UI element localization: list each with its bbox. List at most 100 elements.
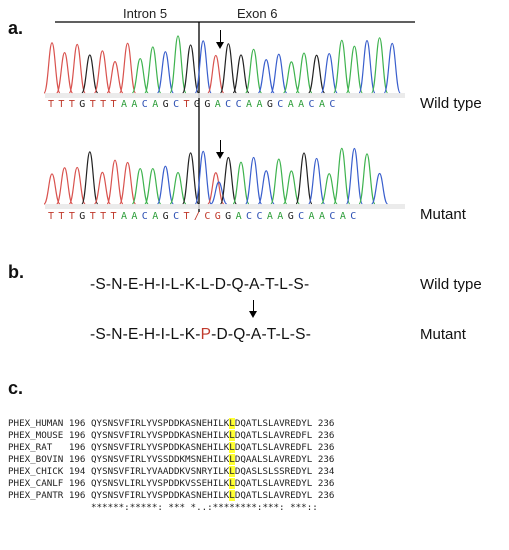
base-call: T (68, 99, 80, 110)
alignment-end: 236 (312, 442, 335, 453)
trace-peak (345, 147, 363, 205)
alignment-row: PHEX_BOVIN 196 QYSNSVFIRLYVSSDDKMSNEHILK… (8, 454, 334, 466)
alignment-name: PHEX_CANLF (8, 478, 69, 489)
base-call: G (193, 99, 205, 110)
alignment-post: DQAALSLAVREDYL (234, 454, 313, 465)
trace-peak (182, 44, 200, 94)
trace-peak (232, 161, 250, 205)
trace-peak (358, 153, 376, 205)
base-call: C (173, 211, 184, 222)
trace-peak (245, 156, 263, 205)
mutant-protein-before: -S-N-E-H-I-L-K- (90, 326, 201, 343)
protein-arrow-shaft (253, 300, 254, 312)
base-call: T (58, 99, 69, 110)
alignment-name: PHEX_PANTR (8, 490, 69, 501)
base-call: C (350, 211, 361, 222)
base-call: A (266, 211, 278, 222)
panel-a-mutant-label: Mutant (420, 206, 466, 223)
base-call: G (266, 99, 278, 110)
alignment-start: 196 (68, 490, 91, 501)
base-call: A (287, 99, 299, 110)
panel-c-label: c. (8, 378, 24, 398)
trace-peak (219, 43, 237, 94)
trace-peak (207, 172, 225, 205)
alignment-hl: L (229, 442, 235, 453)
trace-peak (257, 59, 275, 94)
trace-peak (383, 42, 401, 94)
alignment-name: PHEX_HUMAN (8, 418, 69, 429)
base-call: A (246, 99, 257, 110)
trace-peak (308, 157, 326, 205)
base-call: G (79, 99, 90, 110)
alignment-hl: L (229, 454, 235, 465)
alignment-row: PHEX_CHICK 194 QYSNSVFIRLYVAADDKVSNRYILK… (8, 466, 334, 478)
base-call: A (131, 99, 142, 110)
alignment-name: PHEX_BOVIN (8, 454, 69, 465)
base-call: T (48, 99, 59, 110)
base-call: A (318, 211, 330, 222)
trace-peak (282, 170, 300, 205)
base-call: G (79, 211, 90, 222)
alignment-row: PHEX_RAT 196 QYSNSVFIRLYVSPDDKASNEHILKLD… (8, 442, 334, 454)
wt-mutation-arrow-shaft (220, 30, 221, 42)
alignment-end: 236 (312, 430, 335, 441)
base-call: A (152, 99, 163, 110)
trace-peak (43, 173, 61, 205)
base-call: T/CG (183, 211, 226, 222)
trace-peak (282, 61, 300, 94)
alignment-hl: L (229, 418, 235, 429)
alignment-pre: QYSNSVFIRLYVSPDDKASNEHILK (91, 490, 230, 501)
alignment-hl: L (229, 466, 235, 477)
base-call: A (120, 211, 132, 222)
exon-6-label: Exon 6 (237, 6, 278, 21)
base-call: C (329, 99, 340, 110)
trace-peak (371, 37, 389, 94)
mutant-protein-sequence: -S-N-E-H-I-L-K-P-D-Q-A-T-L-S- (90, 326, 311, 344)
trace-peak (320, 173, 338, 205)
mut-mutation-arrow-shaft (220, 140, 221, 152)
trace-peak (358, 40, 376, 94)
trace-peak (169, 171, 187, 205)
panel-b-mutant-label: Mutant (420, 326, 466, 343)
intron-5-label: Intron 5 (123, 6, 168, 21)
trace-peak (270, 158, 288, 205)
alignment-start: 196 (68, 454, 91, 465)
trace-peak (119, 42, 137, 94)
base-call: C (235, 99, 247, 110)
trace-peak (156, 165, 174, 205)
base-call: G (225, 211, 236, 222)
trace-peak (68, 43, 86, 94)
alignment-post: DQATLSLAVREDYL (234, 490, 313, 501)
mutant-protein-after: -D-Q-A-T-L-S- (211, 326, 312, 343)
trace-peak (320, 52, 338, 94)
base-call: G (287, 211, 299, 222)
base-call: G (162, 99, 174, 110)
trace-peak (81, 54, 99, 94)
trace-peak (333, 39, 351, 94)
trace-peak (232, 54, 250, 94)
alignment-pre: QYSNSVFIRLYVAADDKVSNRYILK (91, 466, 230, 477)
chromatogram-figure (43, 21, 415, 212)
trace-peak (295, 152, 313, 205)
trace-peak (43, 42, 61, 94)
trace-peak (333, 147, 351, 205)
base-call: C (277, 99, 288, 110)
alignment-start: 196 (68, 442, 91, 453)
base-call: A (120, 99, 132, 110)
alignment-end: 236 (312, 454, 335, 465)
base-call: T (68, 211, 80, 222)
alignment-post: DQATLSLAVREDYL (234, 418, 313, 429)
trace-peak (207, 54, 225, 94)
base-call: C (329, 211, 340, 222)
alignment-post: DQASLSLSSREDYL (234, 466, 313, 477)
base-call: A (308, 211, 319, 222)
alignment-post: DQATLSLAVREDYL (234, 478, 313, 489)
base-call: T (110, 99, 121, 110)
panel-a-label: a. (8, 18, 24, 38)
alignment-consensus: ******:*****: *** *..:********:***: ***:… (8, 502, 318, 513)
base-call: T (58, 211, 69, 222)
base-call: C (173, 99, 184, 110)
base-call: T (100, 99, 111, 110)
alignment-start: 194 (68, 466, 91, 477)
alignment-end: 236 (312, 478, 335, 489)
